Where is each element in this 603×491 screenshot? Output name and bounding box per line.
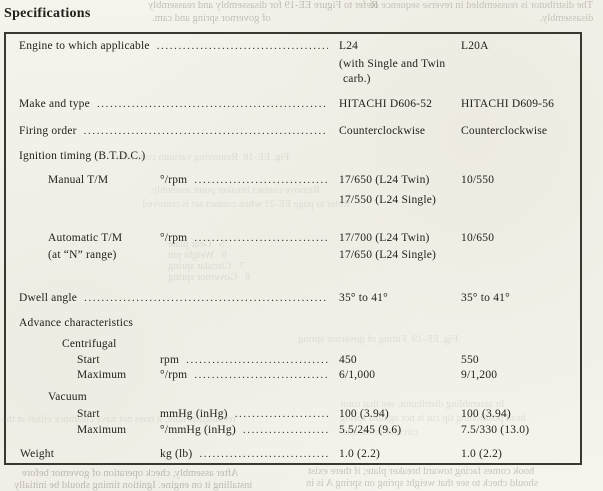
spec-sublabel: (at “N” range): [48, 249, 117, 261]
spec-label: Maximum: [77, 369, 127, 381]
dotted-leader: ........................................…: [194, 232, 328, 244]
spec-value-col1: 35° to 41°: [339, 292, 388, 304]
ghost-text-line: rectangular hole, it does not have clear…: [2, 414, 236, 425]
spec-value-col1: 17/550 (L24 Single): [339, 194, 437, 206]
dotted-leader: ........................................…: [186, 354, 328, 366]
spec-unit: °/rpm: [160, 369, 188, 381]
dotted-leader: ........................................…: [96, 98, 328, 110]
dotted-leader: ........................................…: [194, 174, 328, 186]
spec-value-col2: HITACHI D609-56: [461, 98, 555, 110]
spec-value-col2: Counterclockwise: [461, 125, 548, 137]
spec-row: Make and type...........................…: [19, 97, 333, 111]
spec-unit: °/rpm: [160, 232, 188, 244]
spec-value-col1: 100 (3.94): [339, 408, 389, 420]
spec-row: Advance characteristics: [19, 316, 133, 330]
spec-label: Advance characteristics: [19, 317, 134, 329]
spec-value-col1: L24: [339, 40, 359, 52]
spec-row: Centrifugal: [62, 337, 117, 351]
spec-value-col2: L20A: [461, 40, 489, 52]
spec-unit: mmHg (inHg): [160, 408, 228, 420]
spec-label: Dwell angle: [19, 292, 78, 304]
spec-table-border: [4, 32, 582, 465]
page-title: Specifications: [4, 6, 91, 21]
dotted-leader: ........................................…: [156, 40, 328, 52]
spec-value-col2: 100 (3.94): [461, 408, 511, 420]
spec-row: Dwell angle.............................…: [19, 291, 333, 305]
spec-row: Automatic T/M °/rpm......................…: [48, 231, 333, 245]
ghost-text-line: Refer to page EE-21 when contact set is …: [140, 199, 351, 210]
spec-unit: rpm: [160, 354, 180, 366]
spec-row: Ignition timing (B.T.D.C.): [19, 149, 145, 163]
dotted-leader: ........................................…: [242, 424, 328, 436]
spec-row: Engine to which applicable..............…: [19, 39, 333, 53]
spec-row: Maximum °/rpm............................…: [77, 368, 333, 382]
spec-unit: °/rpm: [160, 174, 188, 186]
spec-unit: kg (lb): [160, 448, 193, 460]
spec-label: Start: [77, 408, 100, 420]
spec-row: Firing order............................…: [19, 124, 333, 138]
spec-unit: °/mmHg (inHg): [160, 424, 236, 436]
spec-label: Start: [77, 354, 100, 366]
spec-label: Ignition timing (B.T.D.C.): [19, 150, 146, 162]
dotted-leader: ........................................…: [84, 292, 328, 304]
ghost-text-line: Refer to Figure EE-19 for disassembly an…: [148, 0, 379, 11]
dotted-leader: ........................................…: [234, 408, 328, 420]
spec-row: Start rpm................................…: [77, 353, 333, 367]
spec-value-col1: 17/650 (L24 Twin): [339, 174, 430, 186]
spec-label: Automatic T/M: [48, 232, 123, 244]
spec-value-col1: 450: [339, 354, 357, 366]
ghost-text-line: Fig. EE-19 Fitting of governor spring: [298, 334, 459, 345]
spec-row: Vacuum: [48, 390, 87, 404]
spec-value-col1: (with Single and Twin: [339, 58, 446, 70]
ghost-text-line: Fig. EE-18 Removing vacuum controller: [115, 152, 290, 163]
ghost-text-line: After assembly, check operation of gover…: [22, 468, 239, 479]
spec-label: Vacuum: [48, 391, 87, 403]
ghost-text-line: Remove contact breaker point assembly.: [150, 185, 320, 196]
spec-value-col1: 17/700 (L24 Twin): [339, 232, 430, 244]
spec-label: Make and type: [19, 98, 90, 110]
ghost-text-line: should check to see that weight spring o…: [306, 478, 538, 489]
spec-value-col2: 9/1,200: [461, 369, 498, 381]
spec-value-col1: 1.0 (2.2): [339, 448, 381, 460]
spec-row: Start mmHg (inHg)........................…: [77, 407, 333, 421]
spec-label: Maximum: [77, 424, 127, 436]
spec-row: Weight kg (lb)...........................…: [20, 447, 333, 461]
spec-label: Centrifugal: [62, 338, 117, 350]
dotted-leader: ........................................…: [83, 125, 328, 137]
spec-label: Engine to which applicable: [19, 40, 150, 52]
ghost-text-line: 8 Governor spring: [168, 272, 251, 283]
dotted-leader: ........................................…: [199, 448, 328, 460]
spec-row: Manual T/M °/rpm.........................…: [48, 173, 333, 187]
spec-label: Manual T/M: [48, 174, 109, 186]
spec-label: Firing order: [19, 125, 77, 137]
spec-value-col2: 1.0 (2.2): [461, 448, 503, 460]
ghost-text-line: The distributor is reassembled in revers…: [370, 0, 594, 11]
spec-value-col2: 10/650: [461, 232, 495, 244]
spec-value-col1: 5.5/245 (9.6): [339, 424, 402, 436]
ghost-text-line: installing it on engine. Ignition timing…: [14, 480, 253, 491]
spec-label: Weight: [20, 448, 55, 460]
dotted-leader: ........................................…: [194, 369, 328, 381]
spec-value-col1: Counterclockwise: [339, 125, 426, 137]
spec-value-col1: 6/1,000: [339, 369, 376, 381]
ghost-text-line: of governor spring and cam.: [152, 13, 271, 24]
ghost-text-line: disassembly.: [540, 13, 594, 24]
ghost-text-line: hook comes facing toward breaker plate; …: [308, 466, 535, 477]
spec-value-col2: 10/550: [461, 174, 495, 186]
spec-value-col2: 7.5/330 (13.0): [461, 424, 530, 436]
spec-value-col1: carb.): [343, 73, 371, 85]
spec-value-col1: HITACHI D606-52: [339, 98, 433, 110]
spec-value-col2: 550: [461, 354, 479, 366]
spec-row: Maximum °/mmHg (inHg)....................…: [77, 423, 333, 437]
spec-value-col2: 35° to 41°: [461, 292, 510, 304]
spec-value-col1: 17/650 (L24 Single): [339, 249, 437, 261]
